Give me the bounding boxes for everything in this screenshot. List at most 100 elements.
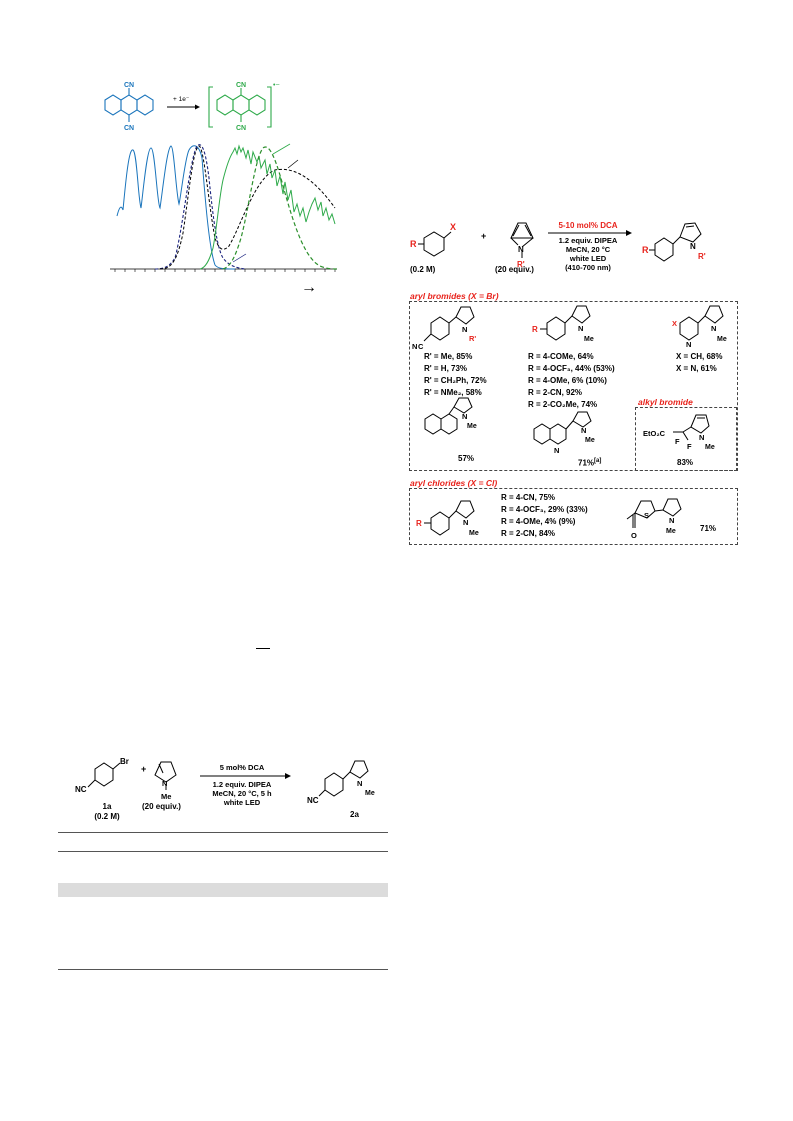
substrate-1a-label: 1a (0.2 M): [94, 802, 120, 821]
scheme-r: R: [410, 239, 417, 249]
thiophene-s: S: [644, 511, 649, 520]
col2-line-2: R = 4-OCF₃, 44% (53%): [528, 364, 615, 373]
substrate-br: Br: [120, 757, 129, 766]
aryl-chloride-structures: R N Me S O N Me: [416, 498, 682, 540]
aryl-bromides-col1: R' = Me, 85% R' = H, 73% R' = CH₂Ph, 72%…: [424, 351, 487, 399]
dca-radical-molecule: [208, 86, 272, 128]
product-2a-label: 2a: [350, 810, 359, 819]
dca-molecule: [104, 88, 154, 122]
green-leader: [272, 143, 291, 155]
dca-absorption-trace: [116, 145, 236, 270]
chloride-n: N: [463, 518, 468, 527]
table-rule-2: [58, 851, 388, 852]
thiophene-me: Me: [666, 528, 676, 535]
substrate-1a: [87, 762, 121, 788]
table-rule-bottom: [58, 969, 388, 970]
chloride-line-2: R = 4-OCF₃, 29% (33%): [501, 505, 588, 514]
bottom-scheme-structures: Br NC + N Me 5 mol% DCA 1.2 equiv. DIPEA…: [75, 757, 375, 807]
col2-line-4: R = 2-CN, 92%: [528, 388, 583, 397]
bottom-pyrrole-equiv: (20 equiv.): [142, 802, 181, 811]
n-methylpyrrole: [154, 761, 177, 790]
quinoline-pyrrole: [533, 411, 592, 445]
radical-absorption-trace: [199, 144, 336, 270]
dca-reference-dashed: [154, 144, 246, 270]
bottom-cond-1: 5 mol% DCA: [220, 763, 265, 772]
product-2a: [318, 760, 369, 797]
col2-line-1: R = 4-COMe, 64%: [528, 352, 594, 361]
absorption-spectra: →: [105, 138, 340, 298]
spectra-plot: [110, 143, 338, 272]
ketone-o: O: [631, 531, 637, 540]
chloride-r: R: [416, 519, 422, 528]
alkyl-me: Me: [705, 444, 715, 451]
heteroaryl-me: Me: [717, 336, 727, 343]
bottom-cond-3: MeCN, 20 °C, 5 h: [212, 789, 272, 798]
aryl-bromides-col2: R = 4-COMe, 64% R = 4-OCF₃, 44% (53%) R …: [528, 351, 615, 411]
bottom-reaction-scheme: Br NC + N Me 5 mol% DCA 1.2 equiv. DIPEA…: [75, 755, 395, 830]
alkyl-bromide-header: alkyl bromide: [638, 397, 693, 407]
main-reaction-scheme: X R + N R' 5-10 mol% DCA 1.2 equiv. DIPE…: [410, 210, 740, 290]
pyrrole-me-bottom: Me: [161, 792, 171, 801]
col2-line-3: R = 4-OMe, 6% (10%): [528, 376, 607, 385]
aryl-bromides-box: [409, 301, 738, 471]
chloride-line-1: R = 4-CN, 75%: [501, 493, 556, 502]
dca-cn-top: CN: [124, 82, 134, 89]
alkyl-bromide-structure: EtO₂C F F N Me: [643, 414, 715, 451]
product-2a-n: N: [357, 779, 362, 788]
naphthyl-n: N: [462, 412, 467, 421]
r-aryl-pyrrole: [540, 305, 591, 341]
pyrrole-rprime: R': [517, 260, 525, 269]
alkyl-f2: F: [687, 442, 692, 451]
chloride-line-4: R = 2-CN, 84%: [501, 529, 556, 538]
blue-leader: [232, 253, 247, 263]
aryl-bromides-header: aryl bromides (X = Br): [410, 291, 499, 301]
quinoline-n: N: [554, 446, 559, 455]
aryl-bromides-col3: X = CH, 68% X = N, 61%: [676, 351, 722, 375]
product-structure: [649, 222, 702, 262]
aryl-chlorides-box: [409, 488, 738, 545]
substrate-nc: NC: [75, 785, 87, 794]
product-rprime: R': [698, 252, 706, 261]
alkyl-bromide-box: [635, 407, 737, 471]
main-scheme-structures: X R + N R' 5-10 mol% DCA 1.2 equiv. DIPE…: [410, 221, 706, 272]
product-r: R: [642, 245, 649, 255]
chloride-aryl-pyrrole: [424, 500, 475, 536]
naphthyl-yield: 57%: [458, 454, 475, 463]
quinoline-pyrrole-n: N: [581, 426, 586, 435]
r-aryl-n: N: [578, 324, 583, 333]
pyrrole-equiv: (20 equiv.): [495, 265, 534, 274]
table-rule-top: [58, 832, 388, 833]
cn-pyrrole-n: N: [462, 325, 467, 334]
quinoline-yield: 71%[a]: [578, 458, 602, 468]
heteroaryl-pyrrole: [679, 305, 724, 341]
naphthyl-pyrrole: [424, 397, 473, 435]
condition-3: white LED: [569, 254, 607, 263]
chloride-me: Me: [469, 530, 479, 537]
cn-pyrrole-rprime: R': [469, 334, 476, 343]
naphthyl-me: Me: [467, 423, 477, 430]
quinoline-me: Me: [585, 437, 595, 444]
r-aryl-me: Me: [584, 336, 594, 343]
col1-line-1: R' = Me, 85%: [424, 352, 473, 361]
x-axis-arrow: →: [301, 279, 317, 296]
svg-text:C: C: [418, 342, 424, 351]
thiophene-yield: 71%: [700, 524, 717, 533]
thiophene-pyrrole: [626, 498, 682, 528]
radical-cn-top: CN: [236, 82, 246, 89]
aryl-chlorides-header: aryl chlorides (X = Cl): [410, 478, 498, 488]
aryl-halide: [418, 231, 452, 257]
alkyl-n: N: [699, 433, 704, 442]
small-dash-mark: [256, 648, 270, 649]
product-n: N: [690, 242, 696, 251]
col3-line-2: X = N, 61%: [676, 364, 717, 373]
condition-4: (410-700 nm): [565, 263, 611, 272]
chloride-line-3: R = 4-OMe, 4% (9%): [501, 517, 576, 526]
substrate-concentration: (0.2 M): [410, 265, 436, 274]
plus-sign: +: [481, 231, 486, 241]
table-shaded-row: [58, 883, 388, 897]
radical-cn-bottom: CN: [236, 125, 246, 132]
r-aryl-r: R: [532, 325, 538, 334]
bottom-plus: +: [141, 764, 146, 774]
radical-sign: •−: [273, 82, 280, 89]
product-2a-me: Me: [365, 790, 375, 797]
